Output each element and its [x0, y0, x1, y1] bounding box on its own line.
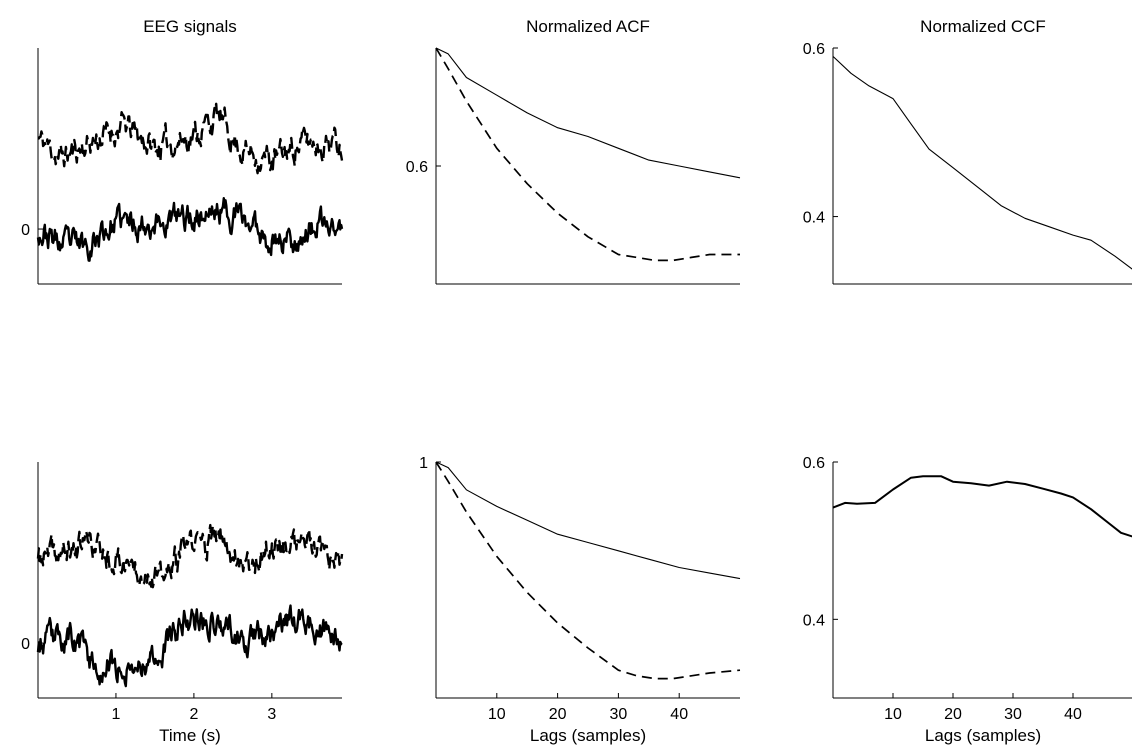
dashed-series-line: [435, 461, 741, 680]
panel-ccf-bottom: 0.4 0.6 10 20 30 40 Lags (samples): [803, 455, 1132, 745]
x-tick-label: 40: [1064, 706, 1082, 723]
x-tick-label: 40: [670, 706, 688, 723]
solid-series-line: [832, 475, 1132, 538]
solid-series-line: [832, 55, 1132, 270]
panel-ccf-top: Normalized CCF 0.4 0.6: [803, 17, 1132, 285]
x-tick-label: 20: [549, 706, 567, 723]
x-tick-label: 20: [944, 706, 962, 723]
panel-title: Normalized CCF: [920, 17, 1046, 36]
solid-series-line: [435, 461, 741, 580]
y-tick-label: 0.4: [803, 210, 825, 227]
solid-series-line: [36, 197, 344, 262]
dashed-series-line: [37, 102, 344, 175]
panel-acf-top: Normalized ACF 0.6: [406, 17, 741, 285]
x-axis-label: Lags (samples): [530, 726, 646, 745]
x-tick-label: 3: [267, 706, 276, 723]
solid-series-line: [435, 47, 741, 179]
x-tick-label: 30: [1004, 706, 1022, 723]
x-tick-label: 10: [884, 706, 902, 723]
panel-eeg-top: EEG signals 0: [21, 17, 344, 285]
x-tick-label: 30: [610, 706, 628, 723]
x-axis-label: Time (s): [159, 726, 221, 745]
y-tick-label: 1: [419, 455, 428, 472]
panel-title: EEG signals: [143, 17, 237, 36]
x-tick-label: 1: [111, 706, 120, 723]
panel-title: Normalized ACF: [526, 17, 650, 36]
y-tick-label: 0.6: [803, 455, 825, 472]
y-tick-label: 0.4: [803, 612, 825, 629]
x-axis-label: Lags (samples): [925, 726, 1041, 745]
x-tick-label: 2: [189, 706, 198, 723]
solid-series-line: [36, 604, 343, 688]
y-tick-label: 0.6: [803, 41, 825, 58]
dashed-series-line: [36, 523, 344, 589]
dashed-series-line: [435, 47, 740, 262]
panel-eeg-bottom: 0 1 2 3 Time (s): [21, 462, 344, 745]
y-tick-label: 0.6: [406, 159, 428, 176]
y-tick-label: 0: [21, 222, 30, 239]
y-tick-label: 0: [21, 636, 30, 653]
panel-acf-bottom: 1 10 20 30 40 Lags (samples): [419, 455, 741, 745]
x-tick-label: 10: [488, 706, 506, 723]
